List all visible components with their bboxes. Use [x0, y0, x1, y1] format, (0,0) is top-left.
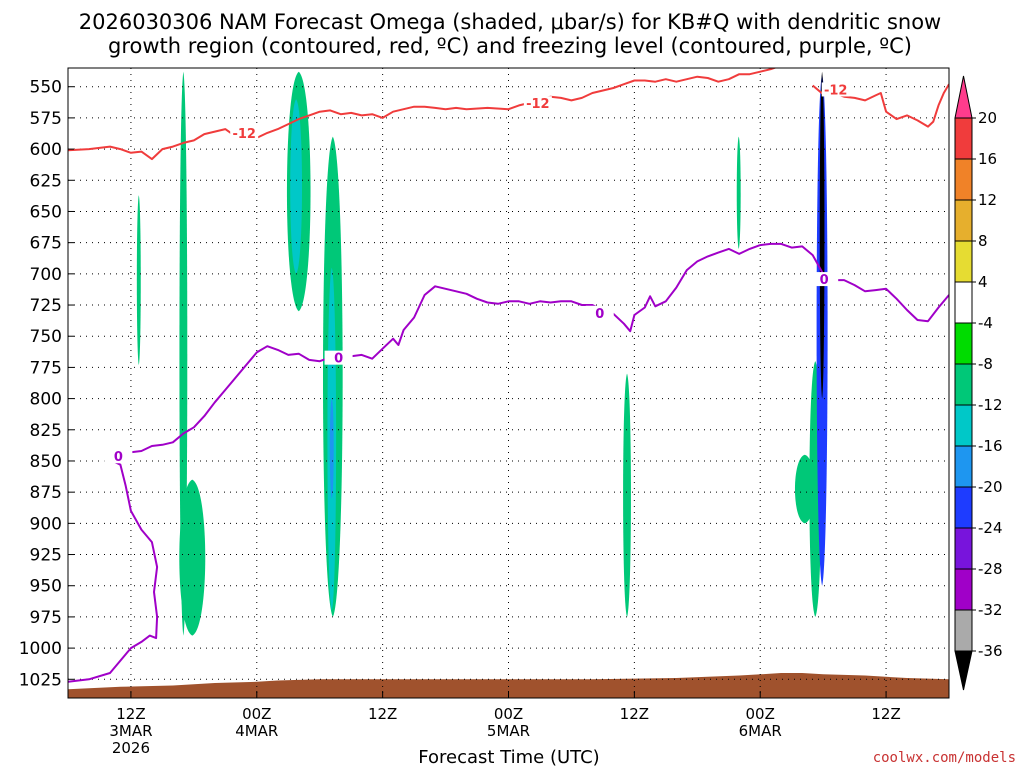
y-tick-label: 875	[30, 483, 62, 503]
y-tick-label: 600	[30, 140, 62, 160]
colorbar-swatch	[954, 158, 973, 201]
y-tick-label: 650	[30, 202, 62, 222]
x-tick-label: 6MAR	[739, 722, 782, 740]
colorbar-label: -8	[978, 355, 993, 373]
contour-label: -12	[526, 97, 550, 112]
y-tick-label: 550	[30, 78, 62, 98]
x-tick-label: 2026	[112, 739, 150, 757]
contour-label-bg	[324, 350, 353, 365]
contour-labels: -12 -12 -12 0 0 0 0	[104, 82, 850, 465]
colorbar-swatch	[954, 527, 973, 570]
y-tick-label: 750	[30, 327, 62, 347]
x-tick-label: 00Z	[242, 705, 271, 723]
colorbar-swatch	[954, 281, 973, 324]
omega-shade-cell	[819, 71, 825, 399]
y-tick-label: 1025	[19, 670, 62, 690]
colorbar-label: -24	[978, 519, 1003, 537]
contour-label-bg	[821, 82, 850, 97]
omega-shade-cell	[290, 99, 303, 274]
colorbar-swatch	[954, 486, 973, 529]
contour-label-bg	[810, 272, 839, 287]
x-tick-label: 3MAR	[109, 722, 152, 740]
y-tick-label: 975	[30, 608, 62, 628]
colorbar-label: -4	[978, 314, 993, 332]
contour-label: -12	[232, 127, 256, 142]
contours	[68, 68, 949, 683]
colorbar-label: -28	[978, 560, 1003, 578]
colorbar-swatch	[954, 322, 973, 365]
colorbar-label: -36	[978, 642, 1003, 660]
colorbar-label: 8	[978, 232, 988, 250]
omega-shade-cell	[329, 398, 334, 499]
colorbar-label: -32	[978, 601, 1003, 619]
y-tick-label: 725	[30, 296, 62, 316]
contour-label: 0	[595, 307, 604, 322]
x-tick-label: 4MAR	[235, 722, 278, 740]
colorbar-label: 16	[978, 150, 997, 168]
credit-link[interactable]: coolwx.com/models	[873, 750, 1016, 766]
x-tick-label: 12Z	[620, 705, 649, 723]
colorbar-label: 12	[978, 191, 997, 209]
colorbar-swatch	[954, 117, 973, 160]
colorbar-swatch	[954, 568, 973, 611]
contour-label: 0	[820, 273, 829, 288]
y-tick-label: 800	[30, 390, 62, 410]
x-tick-label: 12Z	[368, 705, 397, 723]
omega-shade-cell	[623, 373, 631, 617]
contour-label: 0	[334, 352, 343, 367]
freezing-level-line	[109, 242, 949, 461]
colorbar-label: -16	[978, 437, 1003, 455]
omega-shade-cell	[136, 195, 141, 365]
y-tick-label: 700	[30, 265, 62, 285]
colorbar-swatch	[954, 199, 973, 242]
freezing-level-line	[68, 458, 159, 683]
dgz-contour-line	[68, 68, 778, 161]
colorbar-swatch	[954, 609, 973, 652]
colorbar-swatch	[954, 404, 973, 447]
x-tick-label: 00Z	[746, 705, 775, 723]
contour-label-bg	[230, 126, 259, 141]
omega-shade-cell	[736, 136, 741, 249]
y-axis-ticks: 550 575 600 625 650 675 700 725 750 775 800 825 850 8…	[19, 78, 74, 690]
y-tick-label: 825	[30, 421, 62, 441]
chart-title-line1: 2026030306 NAM Forecast Omega (shaded, μ…	[79, 10, 941, 34]
colorbar: 20 16 12 8 4 -4 -8 -12 -16 -20 -24 -28 -32 -36	[954, 75, 1003, 691]
omega-shading	[136, 71, 828, 636]
colorbar-swatch	[954, 363, 973, 406]
x-tick-label: 00Z	[494, 705, 523, 723]
x-tick-label: 12Z	[116, 705, 145, 723]
colorbar-top-extend	[954, 75, 973, 119]
y-tick-label: 925	[30, 546, 62, 566]
colorbar-bottom-extend	[954, 650, 973, 691]
omega-shade-cell	[179, 479, 206, 636]
x-axis-title: Forecast Time (UTC)	[418, 747, 599, 768]
contour-label-bg	[523, 96, 552, 111]
contour-label-bg	[585, 305, 614, 320]
colorbar-label: 20	[978, 109, 997, 127]
colorbar-label: -20	[978, 478, 1003, 496]
y-tick-label: 575	[30, 109, 62, 129]
y-tick-label: 675	[30, 234, 62, 254]
contour-label: -12	[824, 83, 848, 98]
chart-title-line2: growth region (contoured, red, ºC) and f…	[108, 34, 912, 58]
x-tick-label: 5MAR	[487, 722, 530, 740]
colorbar-swatch	[954, 445, 973, 488]
y-tick-label: 900	[30, 514, 62, 534]
y-tick-label: 625	[30, 171, 62, 191]
contour-label-bg	[104, 449, 133, 464]
y-tick-label: 850	[30, 452, 62, 472]
colorbar-swatch	[954, 240, 973, 283]
colorbar-label: -12	[978, 396, 1003, 414]
x-tick-label: 12Z	[871, 705, 900, 723]
y-tick-label: 1000	[19, 639, 62, 659]
colorbar-label: 4	[978, 273, 988, 291]
y-tick-label: 950	[30, 577, 62, 597]
contour-label: 0	[114, 450, 123, 465]
y-tick-label: 775	[30, 358, 62, 378]
